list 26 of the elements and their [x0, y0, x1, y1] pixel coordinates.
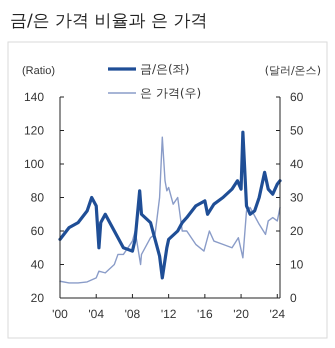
legend-label: 은 가격(우)	[140, 86, 202, 100]
chart-title: 금/은 가격 비율과 은 가격	[10, 11, 208, 31]
y2-tick-label: 20	[290, 224, 304, 238]
y-axis-title: (Ratio)	[22, 65, 56, 77]
y2-tick-label: 30	[290, 190, 304, 205]
x-tick-label: '12	[160, 307, 177, 321]
y2-tick-label: 10	[290, 258, 304, 272]
y-tick-label: 100	[24, 157, 44, 172]
y2-axis-title: (달러/온스)	[264, 64, 321, 77]
y-tick-label: 140	[24, 90, 44, 104]
x-tick-label: '08	[124, 307, 141, 321]
y2-tick-label: 40	[290, 157, 304, 172]
y-tick-label: 20	[30, 291, 44, 306]
x-tick-label: '20	[233, 307, 250, 321]
legend-label: 금/은(좌)	[140, 62, 190, 76]
y-tick-label: 120	[24, 124, 44, 138]
y2-tick-label: 0	[290, 291, 297, 306]
y-tick-label: 60	[30, 224, 44, 238]
x-tick-label: '00	[52, 307, 68, 321]
y-tick-label: 40	[30, 258, 44, 272]
x-tick-label: '24	[269, 307, 286, 321]
y-tick-label: 80	[30, 190, 44, 205]
x-tick-label: '04	[88, 307, 104, 321]
y2-tick-label: 60	[290, 90, 304, 104]
y2-tick-label: 50	[290, 124, 304, 138]
x-tick-label: '16	[197, 307, 213, 321]
